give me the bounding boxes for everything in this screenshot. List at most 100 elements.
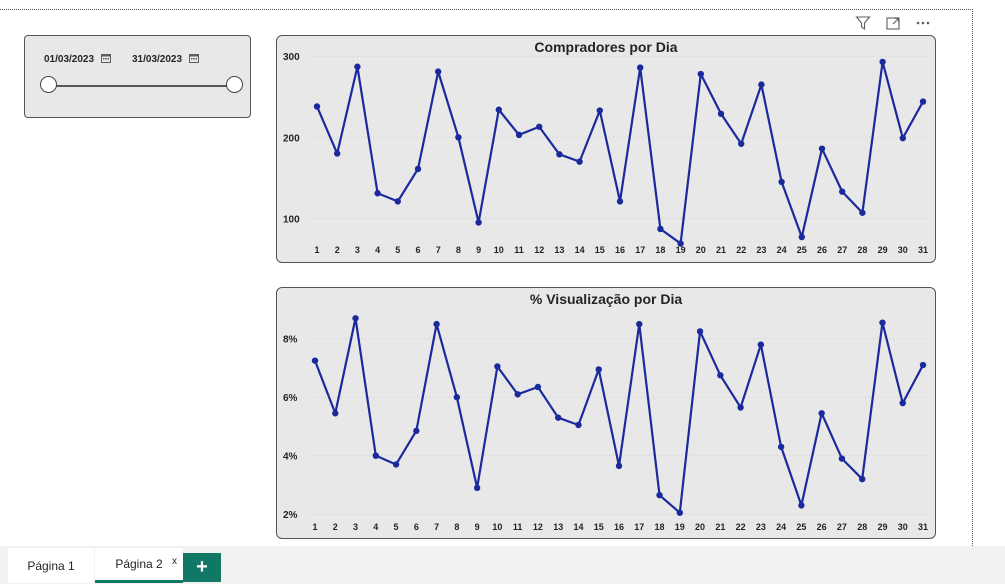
data-point[interactable] (818, 410, 825, 417)
focus-mode-icon[interactable] (884, 14, 902, 32)
data-point[interactable] (717, 110, 725, 117)
data-point[interactable] (596, 107, 603, 114)
data-point[interactable] (495, 106, 502, 113)
y-tick-label: 6% (283, 393, 298, 404)
add-page-button[interactable]: + (183, 553, 221, 582)
x-tick-label: 17 (635, 245, 645, 255)
start-date-value: 01/03/2023 (44, 54, 95, 65)
x-tick-label: 11 (514, 245, 524, 255)
data-point[interactable] (839, 188, 846, 195)
calendar-icon[interactable] (101, 53, 112, 66)
data-point[interactable] (515, 131, 523, 139)
data-point[interactable] (313, 103, 321, 110)
data-point[interactable] (514, 391, 521, 398)
compradores-chart[interactable]: Compradores por Dia 100 200 300 1 2 3 4 5 6 7 8 9 10… (276, 35, 936, 263)
data-point[interactable] (919, 361, 927, 369)
visualizacao-chart[interactable]: % Visualização por Dia 2% 4% 6% 8% 1 2 3 4 5 6 7 8 9… (276, 287, 936, 539)
data-point[interactable] (332, 410, 339, 417)
x-tick-label: 2 (333, 522, 338, 532)
x-tick-label: 3 (353, 522, 358, 532)
data-point[interactable] (859, 475, 866, 483)
data-point[interactable] (556, 151, 563, 158)
data-point[interactable] (696, 328, 704, 335)
data-point[interactable] (595, 366, 602, 373)
y-tick-label: 8% (283, 335, 298, 346)
range-end-handle[interactable] (225, 76, 243, 93)
data-point[interactable] (657, 225, 664, 233)
data-point[interactable] (311, 357, 319, 364)
slicer-track[interactable] (48, 85, 234, 87)
data-point[interactable] (352, 315, 359, 322)
x-tick-label: 21 (715, 522, 725, 532)
start-date-field[interactable]: 01/03/2023 (44, 53, 112, 66)
data-point[interactable] (394, 198, 401, 205)
data-point[interactable] (757, 341, 765, 348)
x-tick-label: 31 (918, 522, 928, 532)
data-point[interactable] (798, 502, 805, 509)
data-point[interactable] (575, 421, 582, 429)
data-point[interactable] (453, 394, 461, 401)
filter-icon[interactable] (854, 14, 872, 32)
date-range-slicer[interactable]: 01/03/2023 31/03/2023 (24, 35, 251, 118)
data-point[interactable] (494, 363, 501, 370)
data-point[interactable] (576, 158, 583, 165)
data-point[interactable] (334, 150, 341, 157)
x-tick-label: 4 (373, 522, 378, 532)
data-point[interactable] (354, 63, 361, 70)
data-point[interactable] (717, 372, 724, 379)
data-point[interactable] (758, 81, 765, 88)
data-point[interactable] (656, 491, 663, 499)
data-point[interactable] (879, 319, 886, 326)
data-point[interactable] (536, 123, 543, 130)
data-point[interactable] (392, 461, 400, 468)
data-point[interactable] (637, 64, 644, 71)
tab-pagina-1[interactable]: Página 1 (8, 548, 94, 583)
data-point[interactable] (413, 427, 420, 435)
end-date-field[interactable]: 31/03/2023 (132, 53, 200, 66)
x-tick-label: 14 (575, 245, 585, 255)
data-point[interactable] (777, 443, 785, 451)
data-point[interactable] (859, 209, 866, 216)
data-point[interactable] (475, 219, 482, 226)
x-tick-label: 7 (434, 522, 439, 532)
x-tick-label: 16 (614, 522, 624, 532)
data-point[interactable] (879, 58, 886, 66)
data-point[interactable] (778, 178, 785, 186)
data-point[interactable] (899, 134, 906, 142)
data-point[interactable] (435, 68, 442, 75)
data-point[interactable] (737, 404, 744, 411)
data-point[interactable] (616, 198, 624, 205)
x-tick-label: 16 (615, 245, 625, 255)
data-point[interactable] (838, 455, 846, 462)
data-point[interactable] (676, 509, 683, 516)
data-point[interactable] (615, 462, 623, 470)
x-tick-label: 5 (395, 245, 400, 255)
y-tick-label: 300 (283, 52, 300, 63)
x-tick-label: 29 (877, 522, 887, 532)
data-point[interactable] (555, 414, 562, 421)
data-point[interactable] (677, 240, 684, 247)
data-point[interactable] (636, 320, 643, 328)
data-point[interactable] (414, 165, 422, 173)
tab-pagina-2[interactable]: Página 2 x (95, 548, 183, 583)
visualizacao-plot: 2%4%6%8%1 2 3 4 5 6 7 8 9 10 11 12 13 14 15 16 17 18 19 20 2… (283, 315, 928, 532)
x-tick-label: 23 (756, 522, 766, 532)
more-options-icon[interactable] (914, 14, 932, 32)
data-point[interactable] (455, 134, 462, 141)
data-point[interactable] (433, 320, 440, 328)
data-point[interactable] (473, 484, 481, 492)
range-start-handle[interactable] (39, 76, 57, 93)
data-point[interactable] (697, 70, 704, 78)
data-point[interactable] (738, 140, 745, 147)
data-point[interactable] (798, 233, 805, 241)
close-tab-icon[interactable]: x (172, 556, 177, 567)
data-point[interactable] (919, 98, 927, 105)
end-date-value: 31/03/2023 (132, 54, 183, 65)
data-point[interactable] (899, 399, 906, 407)
data-point[interactable] (534, 383, 542, 391)
x-tick-label: 28 (857, 245, 867, 255)
data-point[interactable] (374, 190, 381, 197)
data-point[interactable] (818, 145, 826, 152)
data-point[interactable] (372, 452, 379, 459)
calendar-icon[interactable] (189, 53, 200, 66)
